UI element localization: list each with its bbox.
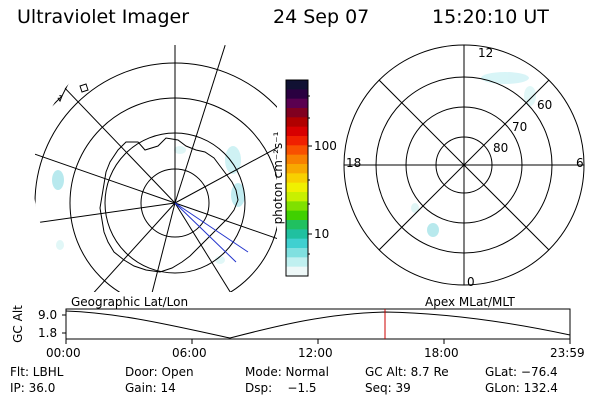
colorbar-stripe (286, 126, 308, 137)
aurora-emission-right (411, 72, 536, 237)
colorbar-stripe (286, 98, 308, 109)
mlt-label-12: 12 (478, 46, 494, 60)
antarctica-coastline (99, 137, 239, 273)
colorbar-stripe (286, 145, 308, 156)
timeline-y-tick-9: 9.0 (38, 308, 58, 322)
timeline-frame (65, 308, 571, 340)
colorbar-stripe (286, 173, 308, 184)
timeline-x-tick-0600: 06:00 (172, 346, 207, 360)
footer-ip: IP: 36.0 (10, 381, 56, 395)
colorbar-stripe (286, 80, 308, 90)
spacecraft-view-lines (174, 202, 249, 263)
app-title: Ultraviolet Imager (17, 6, 190, 28)
mlt-label-18: 18 (346, 156, 362, 170)
mlt-label-6: 6 (576, 156, 584, 170)
coastline-islands (54, 83, 89, 103)
colorbar-stripe (286, 136, 308, 146)
timeline-ticks (62, 314, 571, 344)
colorbar-tick-10: 10 (314, 227, 330, 241)
time-label: 15:20:10 UT (432, 6, 549, 28)
timeline-x-tick-1800: 18:00 (424, 346, 459, 360)
timeline-y-tick-1-8: 1.8 (38, 326, 58, 340)
footer-gc-alt: GC Alt: 8.7 Re (365, 365, 449, 379)
colorbar-stripe (286, 248, 308, 258)
timeline-x-tick-1200: 12:00 (298, 346, 333, 360)
date-label: 24 Sep 07 (273, 6, 370, 28)
colorbar-stripe (286, 117, 308, 128)
footer-glon: GLon: 132.4 (485, 381, 558, 395)
footer-gain: Gain: 14 (125, 381, 176, 395)
timeline-y-label: GC Alt (11, 305, 25, 343)
colorbar-stripe (286, 220, 308, 230)
timeline-left-caption: Geographic Lat/Lon (71, 295, 189, 309)
altitude-curve (65, 310, 571, 339)
colorbar-stripe (286, 210, 308, 221)
mlat-label-70: 70 (512, 120, 528, 134)
colorbar-stripe (286, 108, 308, 118)
footer-filter: Flt: LBHL (10, 365, 64, 379)
magnetic-polar-plot (343, 44, 585, 286)
colorbar-frame (285, 79, 309, 277)
colorbar-stripe (286, 192, 308, 202)
colorbar-ticks (308, 95, 312, 255)
footer-seq: Seq: 39 (365, 381, 411, 395)
colorbar-unit-label: photon cm⁻²s⁻¹ (271, 131, 285, 225)
mlat-label-80: 80 (493, 141, 509, 155)
footer-mode: Mode: Normal (245, 365, 329, 379)
mlt-label-0: 0 (467, 275, 475, 289)
colorbar (285, 79, 312, 277)
footer-dsp: Dsp: −1.5 (245, 381, 317, 395)
timeline-x-tick-0000: 00:00 (46, 346, 81, 360)
colorbar-stripe (286, 182, 308, 193)
colorbar-stripe (286, 238, 308, 249)
colorbar-stripe (286, 89, 308, 100)
timeline-right-caption: Apex MLat/MLT (425, 295, 515, 309)
altitude-timeline (62, 308, 571, 344)
geographic-map (33, 45, 277, 292)
coastline-north (33, 59, 83, 119)
mlat-label-60: 60 (537, 98, 553, 112)
timeline-x-tick-2359: 23:59 (550, 346, 585, 360)
colorbar-stripe (286, 229, 308, 240)
colorbar-stripe (286, 154, 308, 165)
colorbar-gradient (286, 80, 308, 277)
mlt-lines (344, 45, 584, 285)
colorbar-tick-100: 100 (314, 139, 337, 153)
colorbar-stripe (286, 257, 308, 268)
colorbar-stripe (286, 164, 308, 174)
footer-door: Door: Open (125, 365, 194, 379)
aurora-emission-left (52, 146, 245, 264)
colorbar-stripe (286, 201, 308, 212)
colorbar-stripe (286, 266, 308, 277)
footer-glat: GLat: −76.4 (485, 365, 558, 379)
